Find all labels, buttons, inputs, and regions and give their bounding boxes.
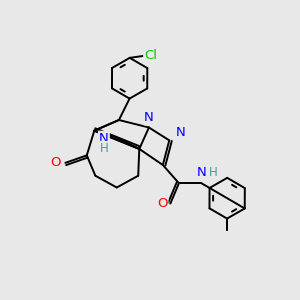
Text: N: N [144,111,154,124]
Text: H: H [100,142,108,155]
Text: Cl: Cl [144,49,157,62]
Text: O: O [157,197,167,210]
Text: N: N [176,126,186,140]
Text: H: H [209,166,218,179]
Text: N: N [196,166,206,179]
Text: O: O [50,156,61,170]
Text: N: N [99,132,109,145]
